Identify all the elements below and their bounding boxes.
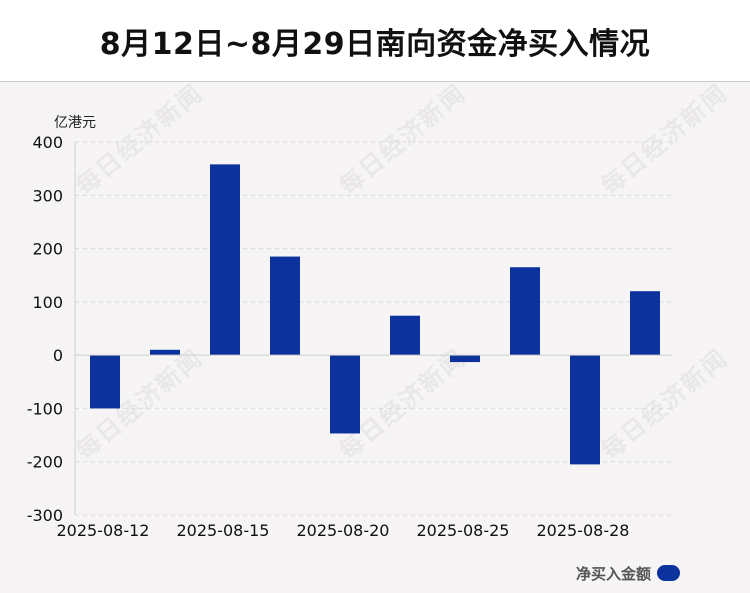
- bar: [450, 355, 480, 363]
- x-tick-label: 2025-08-12: [57, 521, 150, 540]
- bar: [510, 267, 540, 356]
- bar: [270, 256, 300, 356]
- y-axis-unit-label: 亿港元: [54, 115, 96, 131]
- y-tick-label: -200: [27, 453, 63, 472]
- x-tick-label: 2025-08-28: [537, 521, 630, 540]
- y-tick-label: -100: [27, 399, 63, 418]
- y-tick-label: 0: [53, 346, 63, 365]
- title-bar: 8月12日~8月29日南向资金净买入情况: [0, 0, 750, 82]
- bar: [570, 355, 600, 465]
- bar: [330, 355, 360, 434]
- legend-swatch: [657, 565, 681, 581]
- bar: [630, 291, 660, 356]
- legend: 净买入金额: [576, 563, 681, 583]
- bar: [90, 355, 120, 409]
- chart-title: 8月12日~8月29日南向资金净买入情况: [99, 26, 651, 62]
- y-tick-label: 100: [32, 293, 63, 312]
- y-tick-label: 300: [32, 186, 63, 205]
- x-tick-label: 2025-08-20: [297, 521, 390, 540]
- y-tick-label: 400: [32, 133, 63, 152]
- bar: [150, 349, 180, 356]
- y-tick-label: 200: [32, 240, 63, 259]
- bar: [390, 315, 420, 356]
- y-tick-label: -300: [27, 506, 63, 525]
- bar: [210, 164, 240, 356]
- x-tick-label: 2025-08-15: [177, 521, 270, 540]
- x-tick-label: 2025-08-25: [417, 521, 510, 540]
- legend-label: 净买入金额: [576, 564, 652, 583]
